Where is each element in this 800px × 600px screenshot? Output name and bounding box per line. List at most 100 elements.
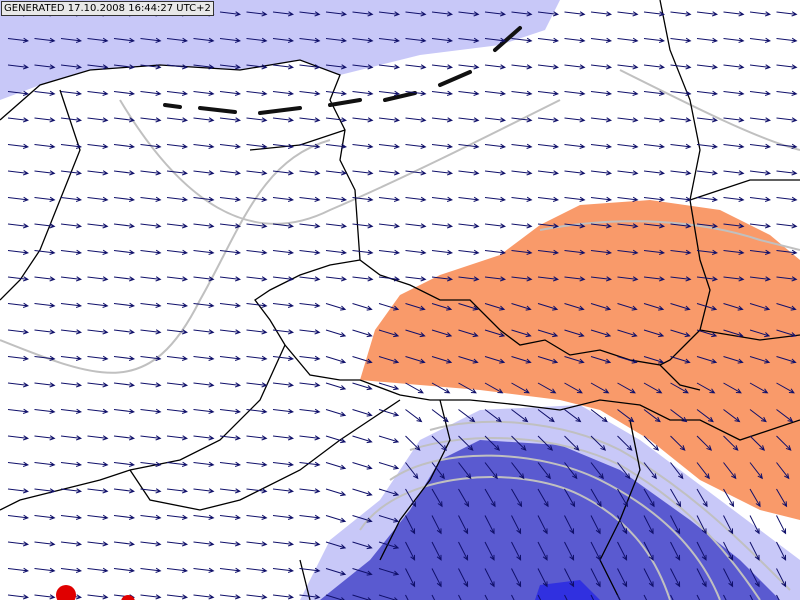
wind-arrows bbox=[7, 11, 798, 600]
wind-arrow bbox=[378, 356, 400, 364]
wind-arrow bbox=[564, 170, 586, 176]
wind-arrow bbox=[564, 196, 586, 202]
wind-arrow bbox=[7, 117, 29, 123]
wind-arrow bbox=[643, 64, 665, 70]
wind-arrow bbox=[537, 409, 555, 423]
wind-arrow bbox=[113, 567, 135, 573]
wind-arrow bbox=[511, 11, 533, 17]
wind-arrow bbox=[670, 329, 691, 338]
wind-arrow bbox=[113, 355, 135, 361]
wind-arrow bbox=[166, 514, 188, 520]
wind-arrow bbox=[7, 382, 29, 388]
wind-arrow bbox=[511, 143, 533, 149]
wind-arrow bbox=[272, 37, 294, 43]
wind-arrow bbox=[511, 276, 533, 282]
wind-arrow bbox=[643, 276, 665, 282]
wind-arrow bbox=[564, 276, 586, 282]
wind-arrow bbox=[378, 382, 400, 391]
wind-arrow bbox=[166, 276, 188, 282]
wind-arrow bbox=[272, 594, 294, 600]
wind-arrow bbox=[219, 435, 241, 441]
wind-arrow bbox=[484, 143, 506, 149]
wind-arrow bbox=[246, 355, 268, 361]
wind-arrow bbox=[590, 541, 601, 561]
wind-arrow bbox=[643, 435, 660, 451]
wind-arrow bbox=[219, 541, 241, 547]
wind-arrow bbox=[749, 568, 760, 588]
wind-arrow bbox=[458, 196, 480, 202]
wind-arrow bbox=[537, 117, 559, 123]
wind-arrow bbox=[7, 276, 29, 282]
wind-arrow bbox=[60, 90, 82, 96]
wind-arrow bbox=[749, 37, 771, 43]
wind-arrow bbox=[219, 461, 241, 467]
wind-arrow bbox=[140, 435, 162, 441]
wind-arrow bbox=[60, 143, 82, 149]
wind-arrow bbox=[431, 143, 453, 149]
wind-arrow bbox=[484, 64, 506, 70]
wind-arrow bbox=[113, 249, 135, 255]
wind-arrow bbox=[299, 461, 321, 467]
wind-arrow bbox=[670, 37, 692, 43]
wind-arrow bbox=[458, 223, 480, 229]
wind-arrow bbox=[458, 329, 479, 338]
wind-arrow bbox=[113, 329, 135, 335]
wind-arrow bbox=[325, 541, 347, 550]
wind-arrow bbox=[564, 356, 585, 364]
wind-arrow bbox=[87, 249, 109, 255]
wind-arrow bbox=[299, 143, 321, 149]
wind-arrow bbox=[405, 435, 421, 451]
wind-arrow bbox=[352, 515, 373, 523]
wind-arrow bbox=[670, 435, 686, 451]
wind-arrow bbox=[60, 329, 82, 335]
wind-arrow bbox=[405, 90, 427, 96]
wind-arrow bbox=[7, 249, 29, 255]
wind-arrow bbox=[352, 196, 374, 202]
wind-arrow bbox=[776, 462, 790, 480]
wind-arrow bbox=[431, 223, 453, 229]
wind-arrow bbox=[590, 249, 612, 255]
wind-arrow bbox=[776, 303, 797, 311]
wind-arrow bbox=[140, 461, 162, 467]
wind-arrow bbox=[431, 541, 442, 561]
wind-arrow bbox=[193, 461, 215, 467]
wind-arrow bbox=[723, 356, 744, 364]
wind-arrow bbox=[458, 143, 480, 149]
wind-arrow bbox=[140, 90, 162, 96]
wind-arrow bbox=[511, 303, 532, 311]
wind-arrow bbox=[405, 117, 427, 123]
wind-arrow bbox=[34, 594, 56, 600]
wind-arrow bbox=[511, 64, 533, 70]
wind-arrow bbox=[272, 117, 294, 123]
wind-arrow bbox=[405, 541, 416, 561]
wind-arrow bbox=[34, 488, 56, 494]
wind-arrow bbox=[564, 435, 580, 451]
wind-arrow bbox=[378, 409, 400, 417]
wind-arrow bbox=[643, 170, 665, 176]
wind-arrow bbox=[590, 117, 612, 123]
wind-arrow bbox=[643, 303, 665, 311]
wind-arrow bbox=[60, 435, 82, 441]
wind-arrow bbox=[113, 408, 135, 414]
wind-arrow bbox=[696, 170, 718, 176]
wind-arrow bbox=[87, 64, 109, 70]
wind-arrow bbox=[723, 382, 742, 394]
wind-arrow bbox=[352, 223, 374, 229]
wind-arrow bbox=[219, 302, 241, 308]
wind-arrow bbox=[299, 435, 321, 441]
wind-arrow bbox=[378, 64, 400, 70]
wind-arrow bbox=[431, 37, 453, 43]
wind-arrow bbox=[749, 90, 771, 96]
wind-arrow bbox=[511, 37, 533, 43]
wind-arrow bbox=[696, 435, 713, 451]
wind-arrow bbox=[617, 143, 639, 149]
wind-arrow bbox=[776, 329, 797, 338]
wind-arrow bbox=[140, 117, 162, 123]
wind-arrow bbox=[352, 37, 374, 43]
wind-arrow bbox=[696, 303, 718, 311]
wind-arrow bbox=[219, 276, 241, 282]
wind-arrow bbox=[484, 488, 496, 508]
wind-arrow bbox=[325, 276, 347, 282]
wind-arrow bbox=[7, 488, 29, 494]
wind-arrow bbox=[325, 462, 347, 470]
